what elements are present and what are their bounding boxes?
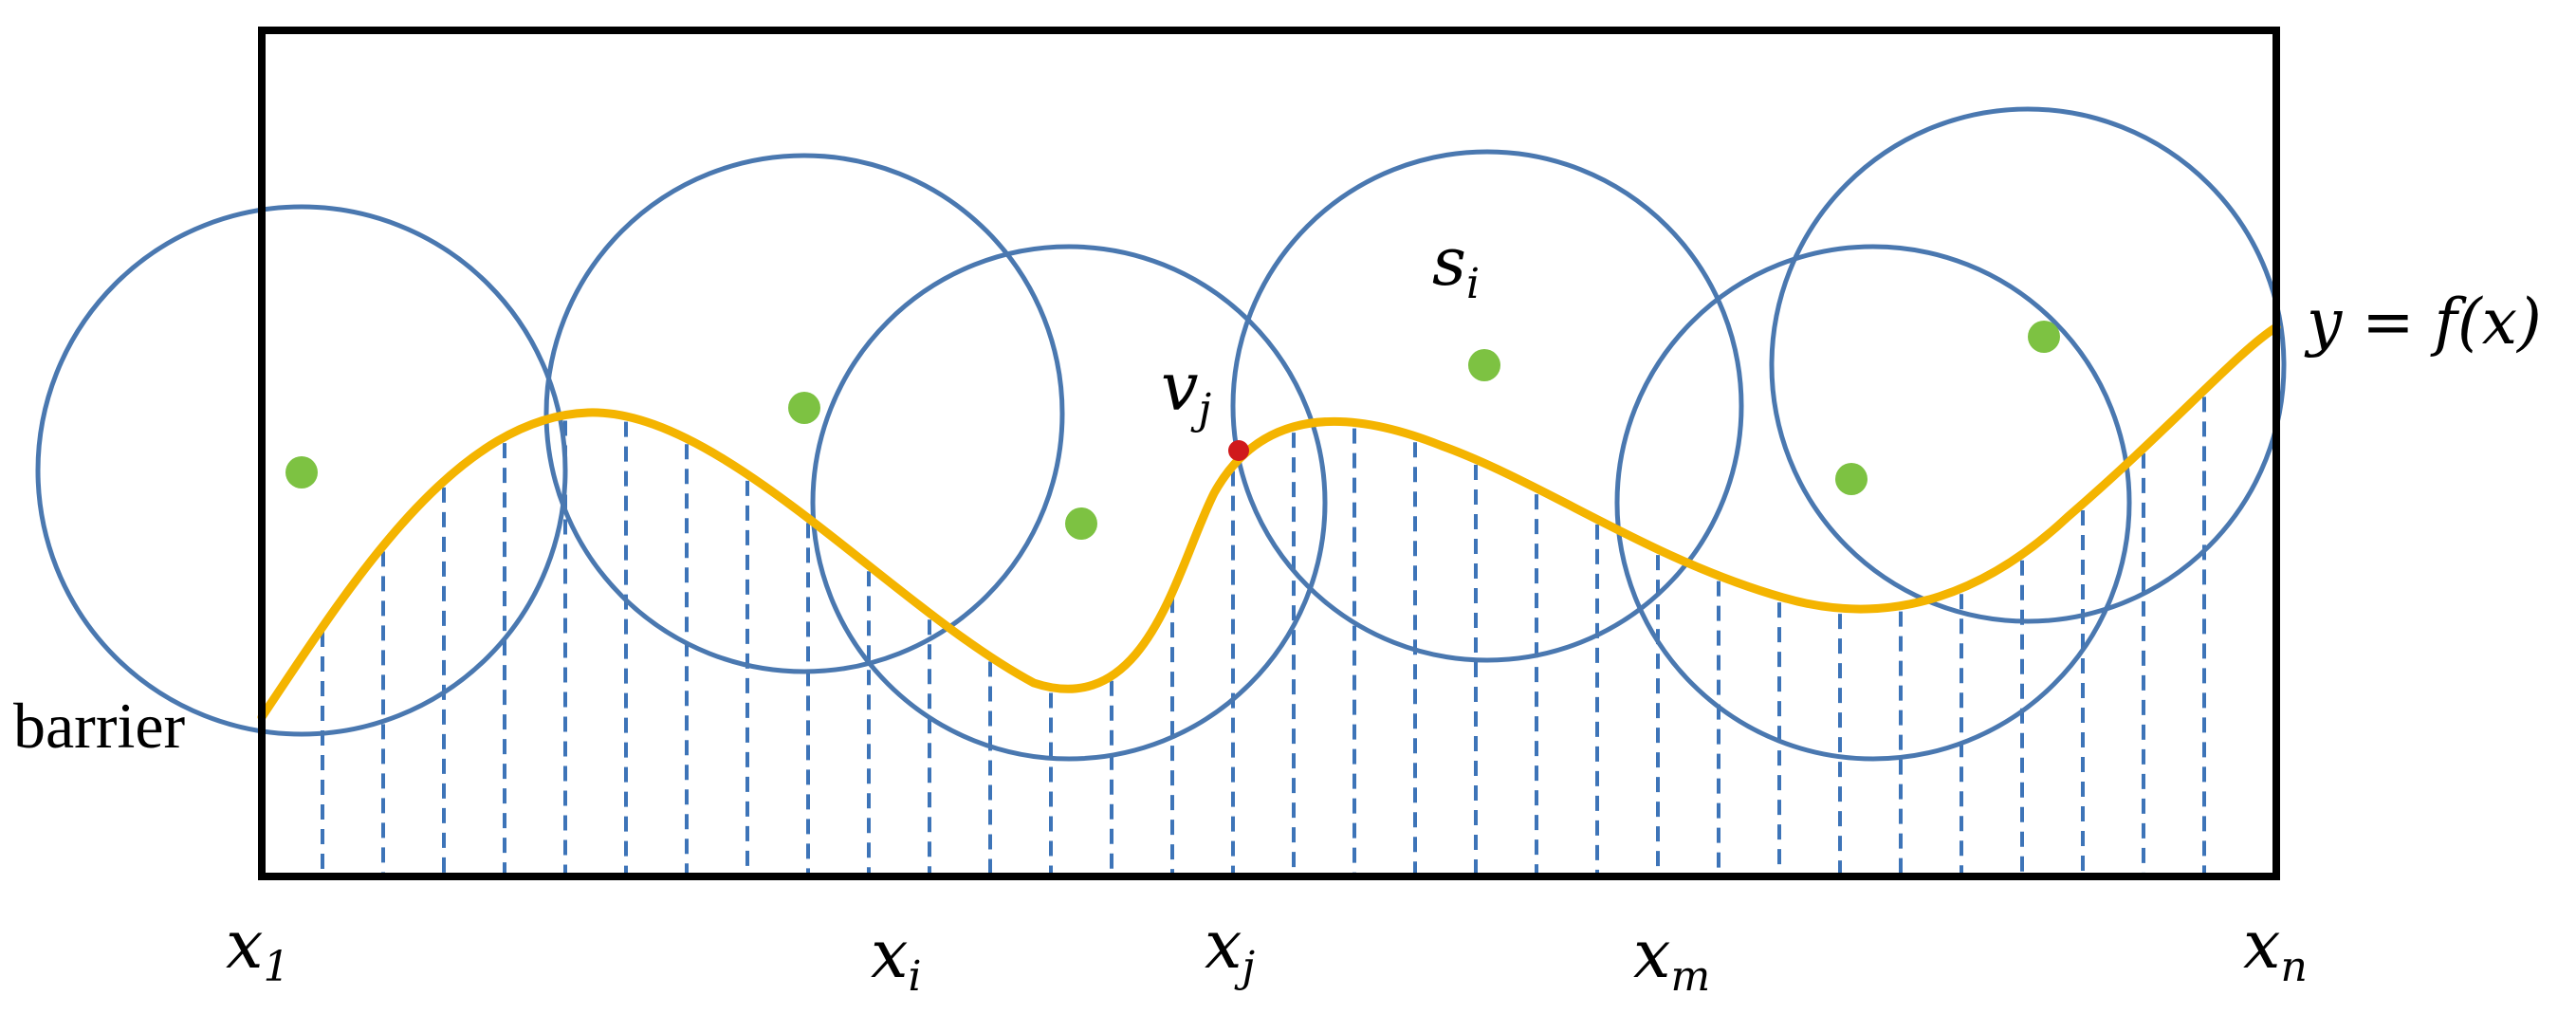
- sensing-circle: [1614, 244, 2132, 762]
- sensor-node: [788, 392, 820, 424]
- point-label: vj: [1161, 348, 1211, 433]
- sensing-circle: [1769, 106, 2287, 624]
- sensing-circles: [35, 106, 2287, 762]
- point-v-j: [1228, 440, 1249, 461]
- x-tick-label: xi: [871, 915, 922, 1001]
- sensing-circle: [1230, 149, 1744, 663]
- sensing-circle: [35, 204, 568, 737]
- sensor-label: si: [1432, 223, 1480, 308]
- sensor-nodes: [285, 321, 2060, 540]
- x-tick-label: xj: [1205, 906, 1255, 991]
- curve-label: y = f(x): [2304, 286, 2542, 359]
- x-tick-label: x1: [226, 906, 289, 991]
- coverage-dash-lines: [321, 396, 2206, 875]
- barrier-label: barrier: [13, 690, 186, 762]
- sensor-node: [2028, 321, 2060, 353]
- sensor-node: [1835, 463, 1868, 495]
- sensing-circle: [810, 244, 1328, 762]
- sensor-node: [285, 456, 318, 489]
- x-tick-label: xm: [1633, 915, 1710, 1001]
- sensing-circle: [543, 153, 1065, 674]
- sensor-node: [1468, 349, 1500, 381]
- sensor-node: [1065, 507, 1097, 540]
- x-tick-label: xn: [2243, 906, 2308, 991]
- field-frame: [258, 27, 2280, 880]
- x-axis-labels: x1 xi xj xm xn: [226, 906, 2308, 1001]
